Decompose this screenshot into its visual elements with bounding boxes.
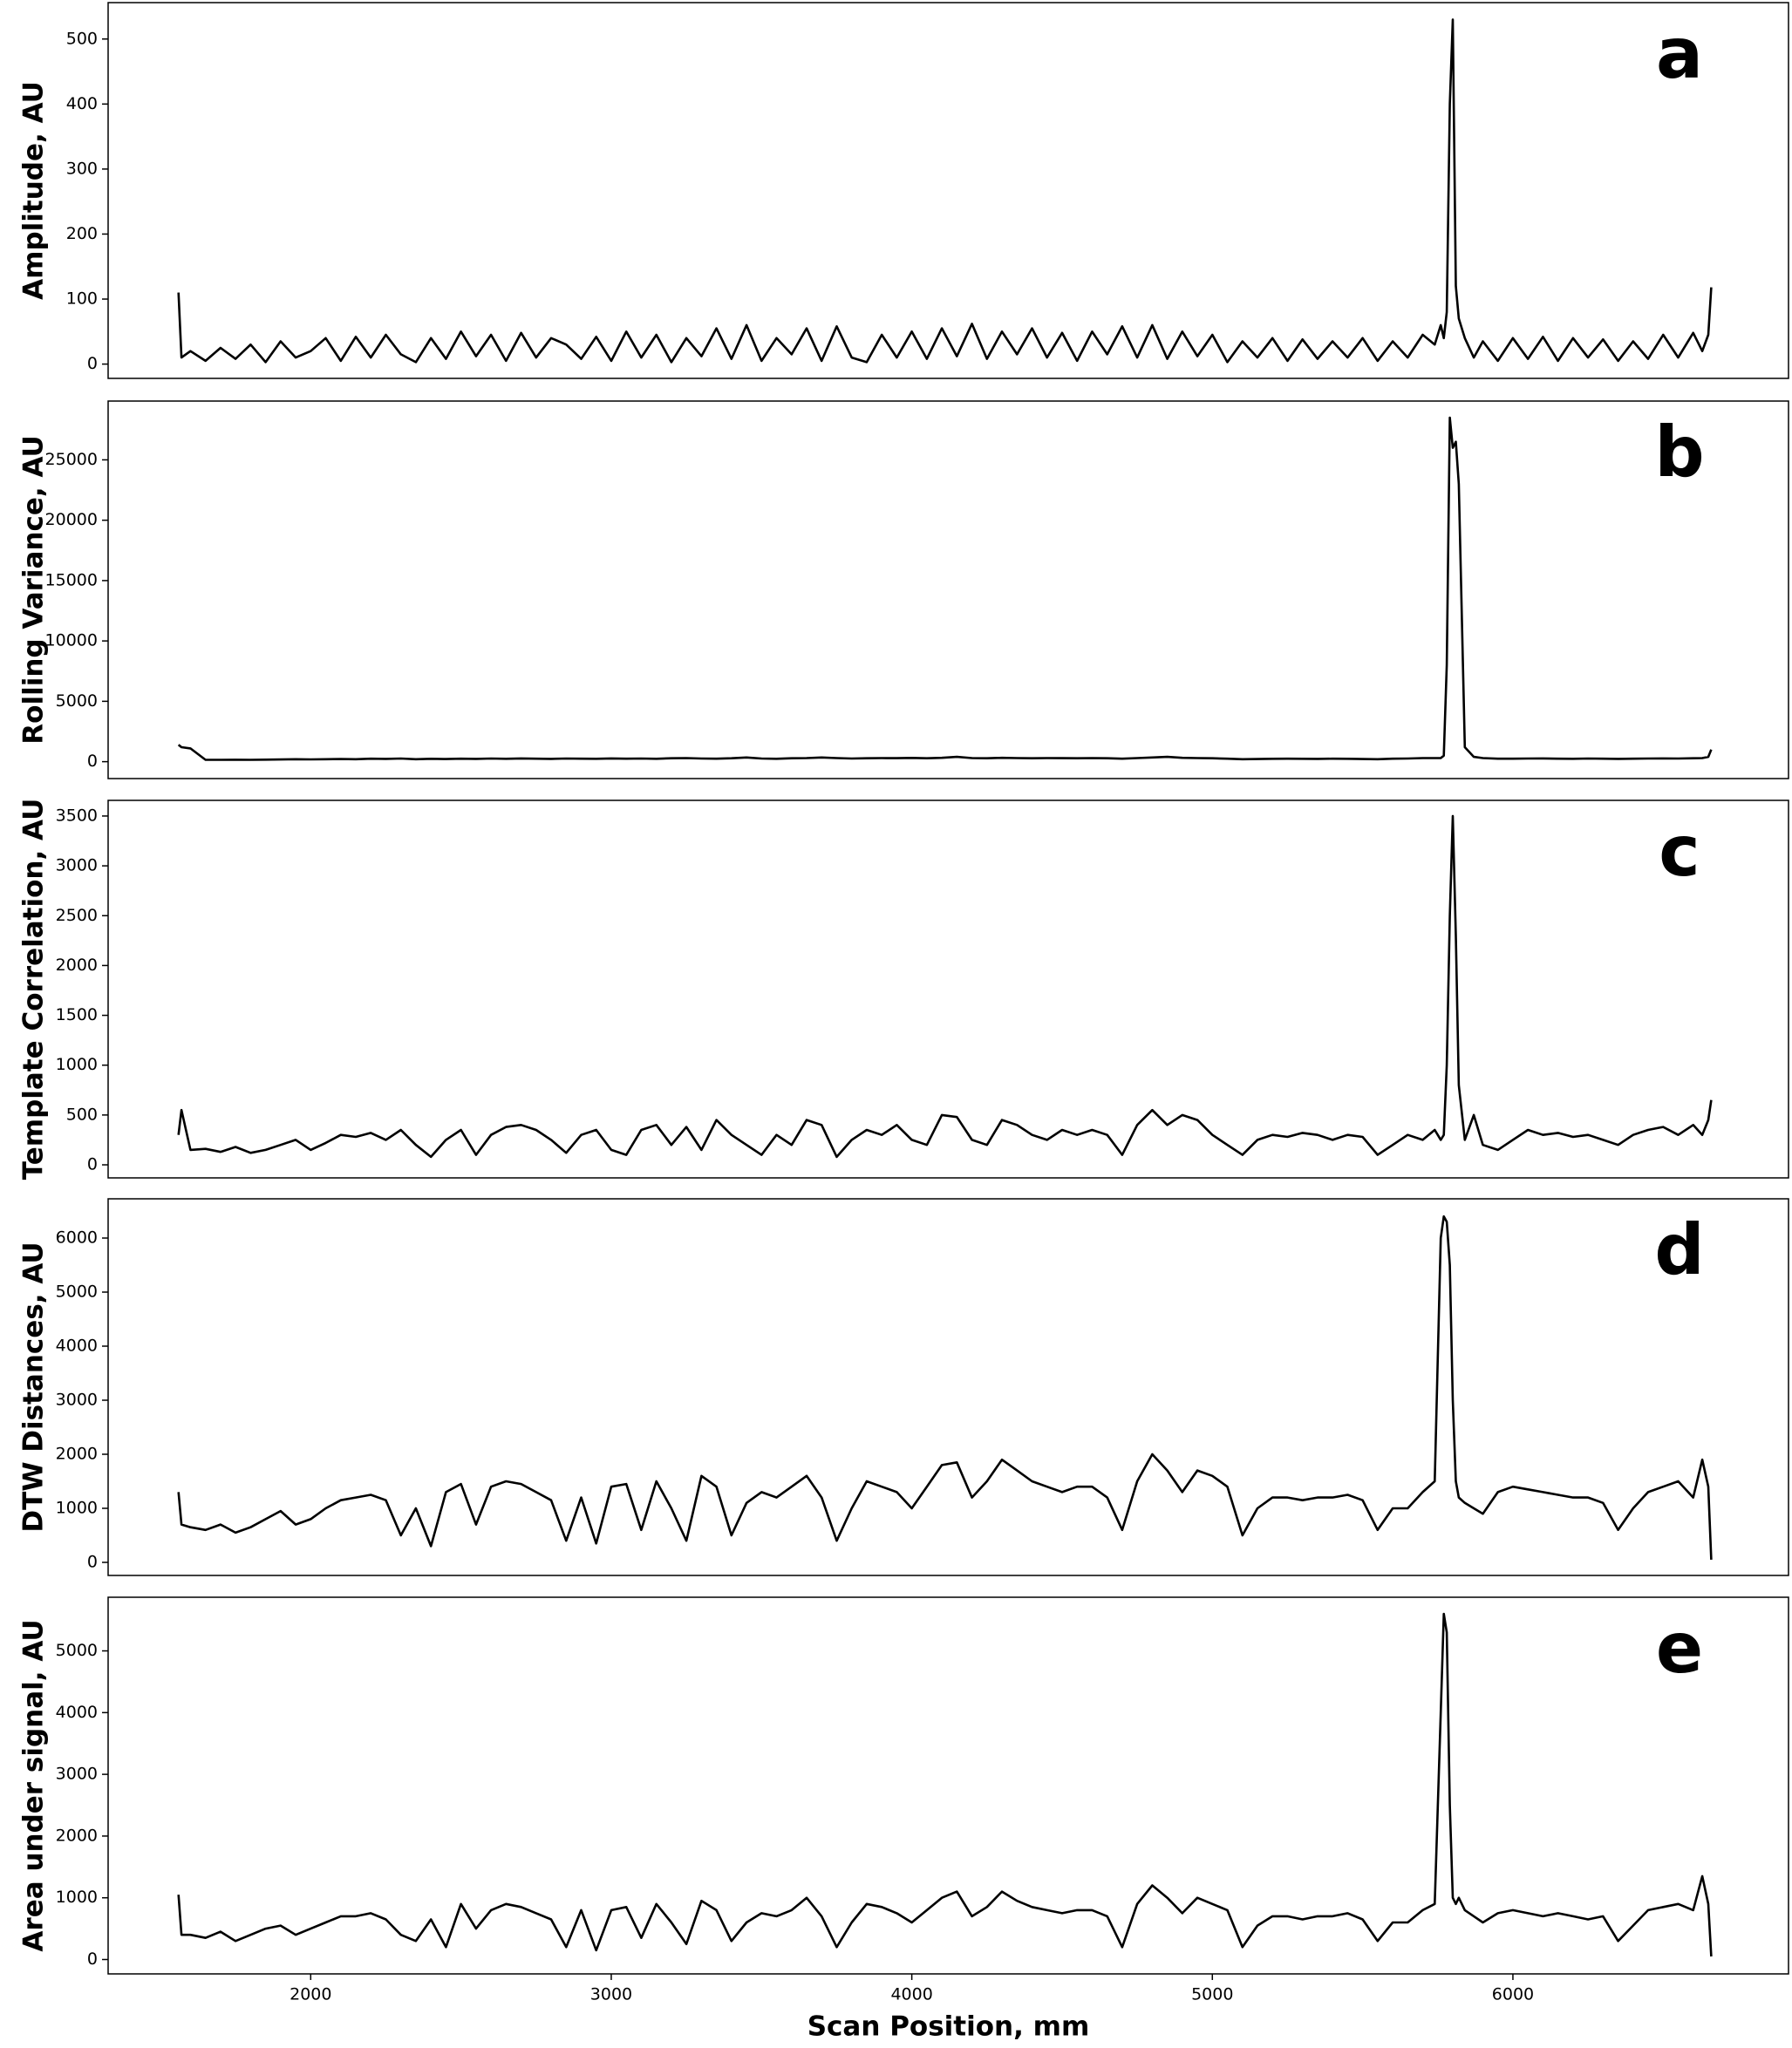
y-tick-label: 2000 [56,1445,98,1464]
panel-letter: d [1654,1209,1704,1290]
y-axis-label: Amplitude, AU [18,81,50,300]
axes-frame [107,1596,1789,1975]
line [177,18,1713,364]
y-tick-label: 0 [87,1552,98,1571]
y-tick-label: 2000 [56,1826,98,1845]
axes-frame [107,799,1789,1179]
y-tick-label: 1000 [56,1498,98,1517]
y-tick-label: 0 [87,1155,98,1174]
y-tick-label: 10000 [45,631,98,650]
y-tick-label: 6000 [56,1228,98,1248]
y-tick-label: 4000 [56,1337,98,1356]
x-tick-label: 4000 [890,1985,932,2004]
y-tick-label: 0 [87,1949,98,1969]
y-tick-label: 5000 [56,1283,98,1302]
y-axis-label: DTW Distances, AU [18,1242,50,1532]
y-tick-label: 25000 [45,450,98,469]
y-tick-label: 0 [87,354,98,373]
y-tick-label: 20000 [45,510,98,529]
y-tick-label: 2500 [56,906,98,925]
panel-letter: b [1654,412,1704,493]
y-axis-label: Template Correlation, AU [18,799,50,1180]
y-tick-label: 2000 [56,956,98,975]
y-tick-label: 300 [66,159,98,178]
line [177,1612,1713,1957]
x-tick-label: 2000 [290,1985,331,2004]
x-tick-label: 3000 [590,1985,632,2004]
y-tick-label: 3000 [56,1765,98,1784]
line [177,814,1713,1159]
y-tick-label: 3000 [56,1391,98,1410]
y-tick-label: 500 [66,1105,98,1124]
y-tick-label: 100 [66,289,98,309]
y-tick-label: 3000 [56,856,98,875]
y-tick-label: 1500 [56,1005,98,1024]
y-axis-label: Rolling Variance, AU [18,435,50,744]
y-tick-label: 200 [66,224,98,243]
y-axis-label: Area under signal, AU [18,1619,50,1951]
axes-frame [107,1198,1789,1576]
y-tick-label: 1000 [56,1888,98,1907]
y-tick-label: 400 [66,94,98,113]
axes-frame [107,400,1789,779]
panel-letter: e [1656,1608,1703,1689]
axes-frame [107,2,1789,379]
y-tick-label: 15000 [45,570,98,589]
y-tick-label: 3500 [56,806,98,825]
x-tick-label: 5000 [1191,1985,1233,2004]
y-tick-label: 5000 [56,691,98,711]
x-tick-label: 6000 [1492,1985,1534,2004]
x-axis-label: Scan Position, mm [807,2011,1090,2043]
y-tick-label: 1000 [56,1055,98,1074]
y-tick-label: 0 [87,752,98,771]
panel-letter: c [1659,811,1700,892]
y-tick-label: 4000 [56,1703,98,1722]
panel-letter: a [1656,13,1703,94]
y-tick-label: 5000 [56,1641,98,1660]
line [177,1215,1713,1560]
line [177,416,1713,761]
y-tick-label: 500 [66,29,98,48]
